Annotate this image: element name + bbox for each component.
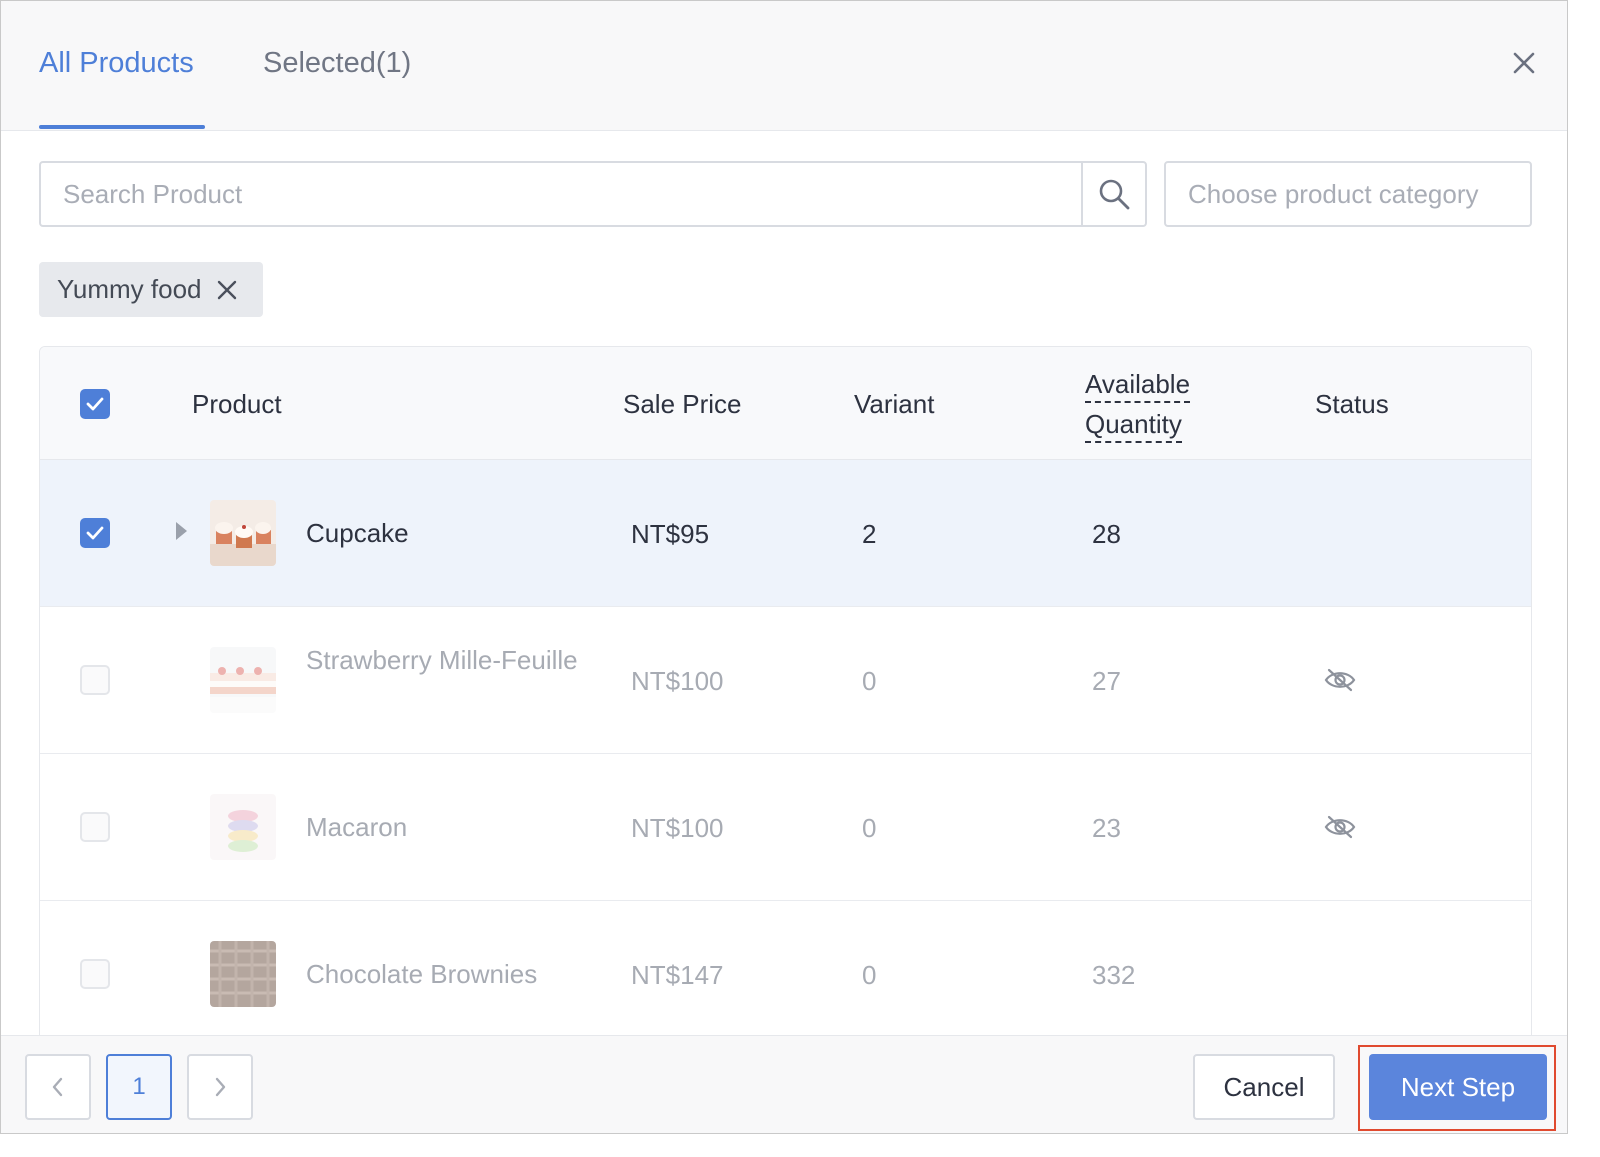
row-checkbox xyxy=(80,665,110,695)
caret-right-icon[interactable] xyxy=(176,522,187,540)
product-variant: 2 xyxy=(862,519,877,549)
cancel-button[interactable]: Cancel xyxy=(1193,1054,1335,1120)
product-name: Chocolate Brownies xyxy=(306,959,538,989)
modal-header: All Products Selected(1) xyxy=(1,1,1567,131)
search-box xyxy=(39,161,1147,227)
product-price: NT$95 xyxy=(631,519,710,549)
product-variant: 0 xyxy=(862,666,877,696)
row-checkbox xyxy=(80,959,110,989)
filter-tag: Yummy food xyxy=(39,262,263,317)
row-checkbox[interactable] xyxy=(80,518,110,548)
prev-page-button[interactable] xyxy=(25,1054,91,1120)
next-page-button[interactable] xyxy=(187,1054,253,1120)
next-step-button[interactable]: Next Step xyxy=(1369,1054,1547,1120)
product-thumbnail-cupcake xyxy=(210,500,276,566)
check-icon xyxy=(86,526,104,540)
product-name: Strawberry Mille-Feuille xyxy=(306,645,578,675)
available-header-line2: Quantity xyxy=(1085,407,1182,443)
product-available: 27 xyxy=(1092,666,1121,696)
available-header-line1: Available xyxy=(1085,367,1191,403)
product-variant: 0 xyxy=(862,813,877,843)
product-price: NT$100 xyxy=(631,813,724,843)
product-name: Macaron xyxy=(306,812,408,842)
column-header-available-quantity: Available Quantity xyxy=(1085,367,1191,447)
modal-footer: 1 Cancel Next Step xyxy=(1,1035,1567,1133)
product-price: NT$147 xyxy=(631,960,724,990)
column-header-sale-price: Sale Price xyxy=(623,389,742,419)
active-tab-indicator xyxy=(39,125,205,129)
search-icon xyxy=(1099,179,1130,210)
chevron-right-icon xyxy=(215,1077,226,1097)
table-row: Macaron NT$100 0 23 xyxy=(40,754,1531,901)
product-picker-modal: All Products Selected(1) Choose product … xyxy=(0,0,1568,1134)
tab-selected[interactable]: Selected(1) xyxy=(263,47,412,79)
product-name: Cupcake xyxy=(306,518,409,548)
page-number-button[interactable]: 1 xyxy=(106,1054,172,1120)
table-row[interactable]: Cupcake NT$95 2 28 xyxy=(40,460,1531,607)
check-icon xyxy=(86,397,104,411)
close-icon[interactable] xyxy=(1509,48,1539,78)
product-available: 332 xyxy=(1092,960,1136,990)
tag-close-icon[interactable] xyxy=(216,279,238,301)
tab-all-products[interactable]: All Products xyxy=(39,47,194,79)
row-checkbox xyxy=(80,812,110,842)
category-select[interactable]: Choose product category xyxy=(1164,161,1532,227)
table-row: Chocolate Brownies NT$147 0 332 xyxy=(40,901,1531,1045)
products-table: Product Sale Price Variant Available Qua… xyxy=(39,346,1532,1046)
product-thumbnail-mille-feuille xyxy=(210,647,276,713)
eye-slash-icon xyxy=(1324,667,1356,693)
eye-slash-icon xyxy=(1324,814,1356,840)
product-variant: 0 xyxy=(862,960,877,990)
search-input[interactable] xyxy=(41,163,1083,225)
filter-tag-label: Yummy food xyxy=(57,274,202,304)
column-header-product: Product xyxy=(192,389,282,419)
highlight-outline xyxy=(1358,1045,1556,1131)
table-row: Strawberry Mille-Feuille NT$100 0 27 xyxy=(40,607,1531,754)
chevron-left-icon xyxy=(52,1077,63,1097)
search-button[interactable] xyxy=(1081,163,1145,225)
product-thumbnail-brownies xyxy=(210,941,276,1007)
table-header: Product Sale Price Variant Available Qua… xyxy=(40,347,1531,460)
product-thumbnail-macaron xyxy=(210,794,276,860)
select-all-checkbox[interactable] xyxy=(80,389,110,419)
product-price: NT$100 xyxy=(631,666,724,696)
product-available: 28 xyxy=(1092,519,1121,549)
column-header-status: Status xyxy=(1315,389,1389,419)
product-available: 23 xyxy=(1092,813,1121,843)
column-header-variant: Variant xyxy=(854,389,935,419)
